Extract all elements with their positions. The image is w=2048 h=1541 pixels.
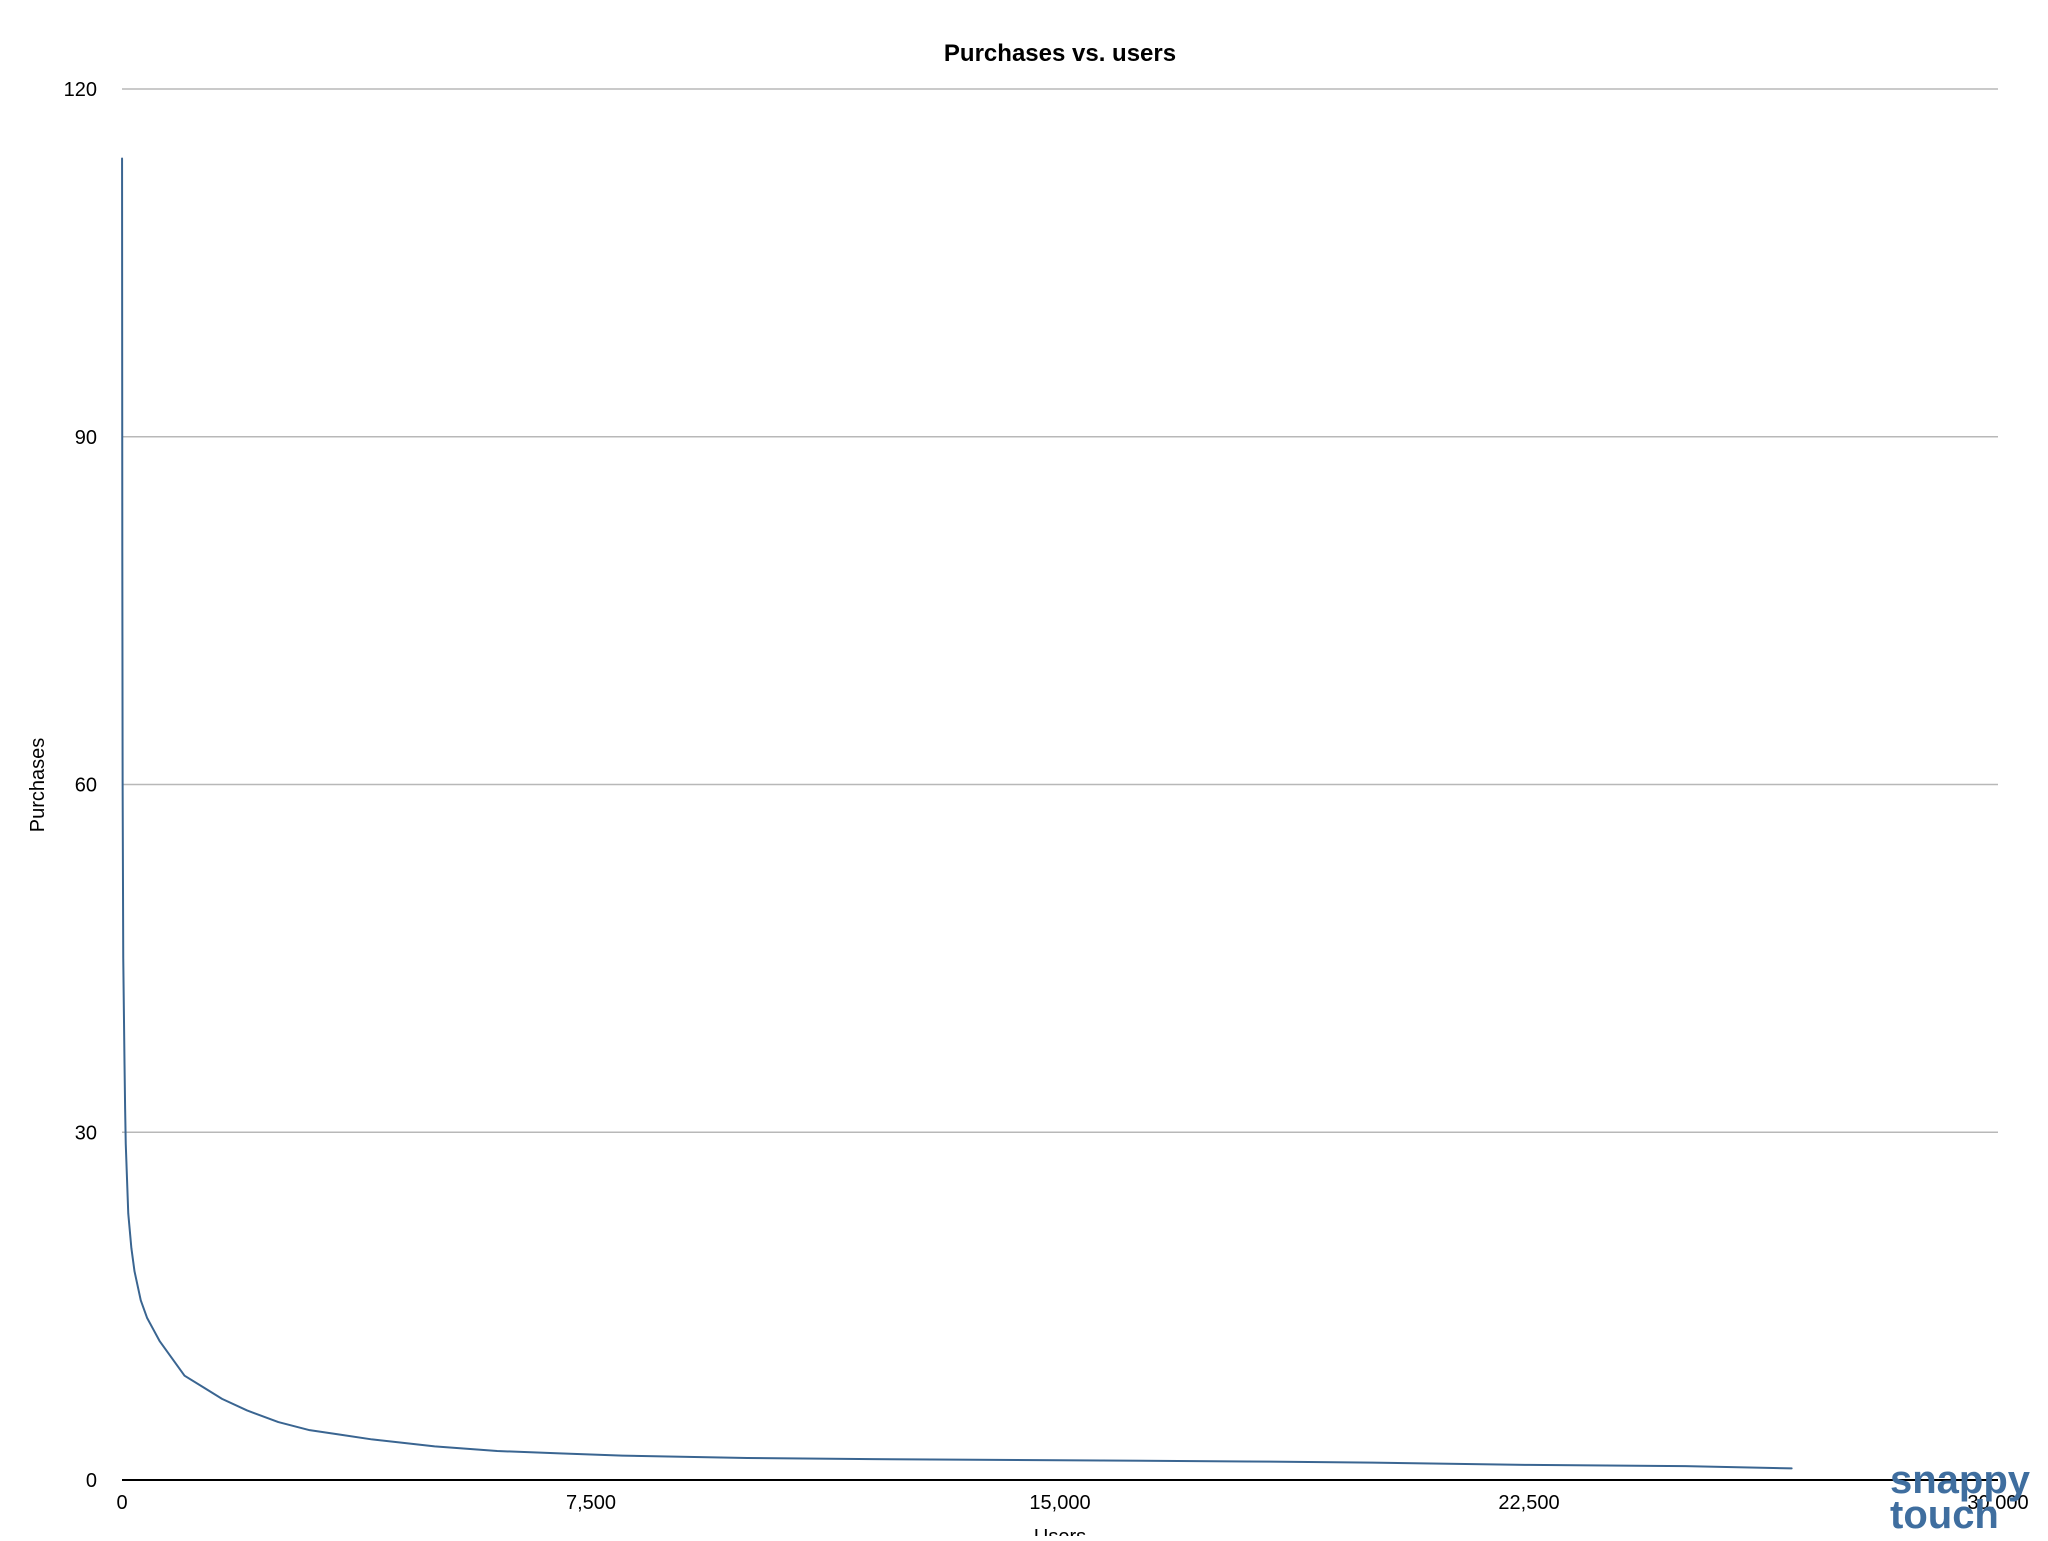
watermark-line-1: snappy <box>1890 1458 2031 1502</box>
watermark-logo: snappy touch <box>1890 1458 2031 1537</box>
watermark-line-2: touch <box>1890 1493 1999 1536</box>
series-layer <box>121 157 1793 1470</box>
x-tick-labels: 0 7,500 15,000 22,500 30,000 <box>116 1492 2028 1514</box>
x-tick-label: 0 <box>116 1492 127 1514</box>
series-line-0 <box>121 157 1793 1470</box>
x-tick-label: 22,500 <box>1498 1492 1559 1514</box>
y-tick-label: 0 <box>86 1470 97 1492</box>
y-axis-label: Purchases <box>27 738 49 833</box>
y-tick-label: 60 <box>75 775 97 797</box>
gridlines <box>122 88 1998 1133</box>
y-tick-label: 120 <box>64 79 97 101</box>
x-tick-label: 15,000 <box>1029 1492 1090 1514</box>
x-axis-label: Users <box>1034 1526 1086 1536</box>
y-tick-labels: 0 30 60 90 120 <box>64 79 97 1492</box>
chart-title: Purchases vs. users <box>944 40 1176 67</box>
x-tick-label: 30,000 <box>1967 1492 2028 1514</box>
y-tick-label: 30 <box>75 1122 97 1144</box>
x-tick-label: 7,500 <box>566 1492 616 1514</box>
y-tick-label: 90 <box>75 427 97 449</box>
